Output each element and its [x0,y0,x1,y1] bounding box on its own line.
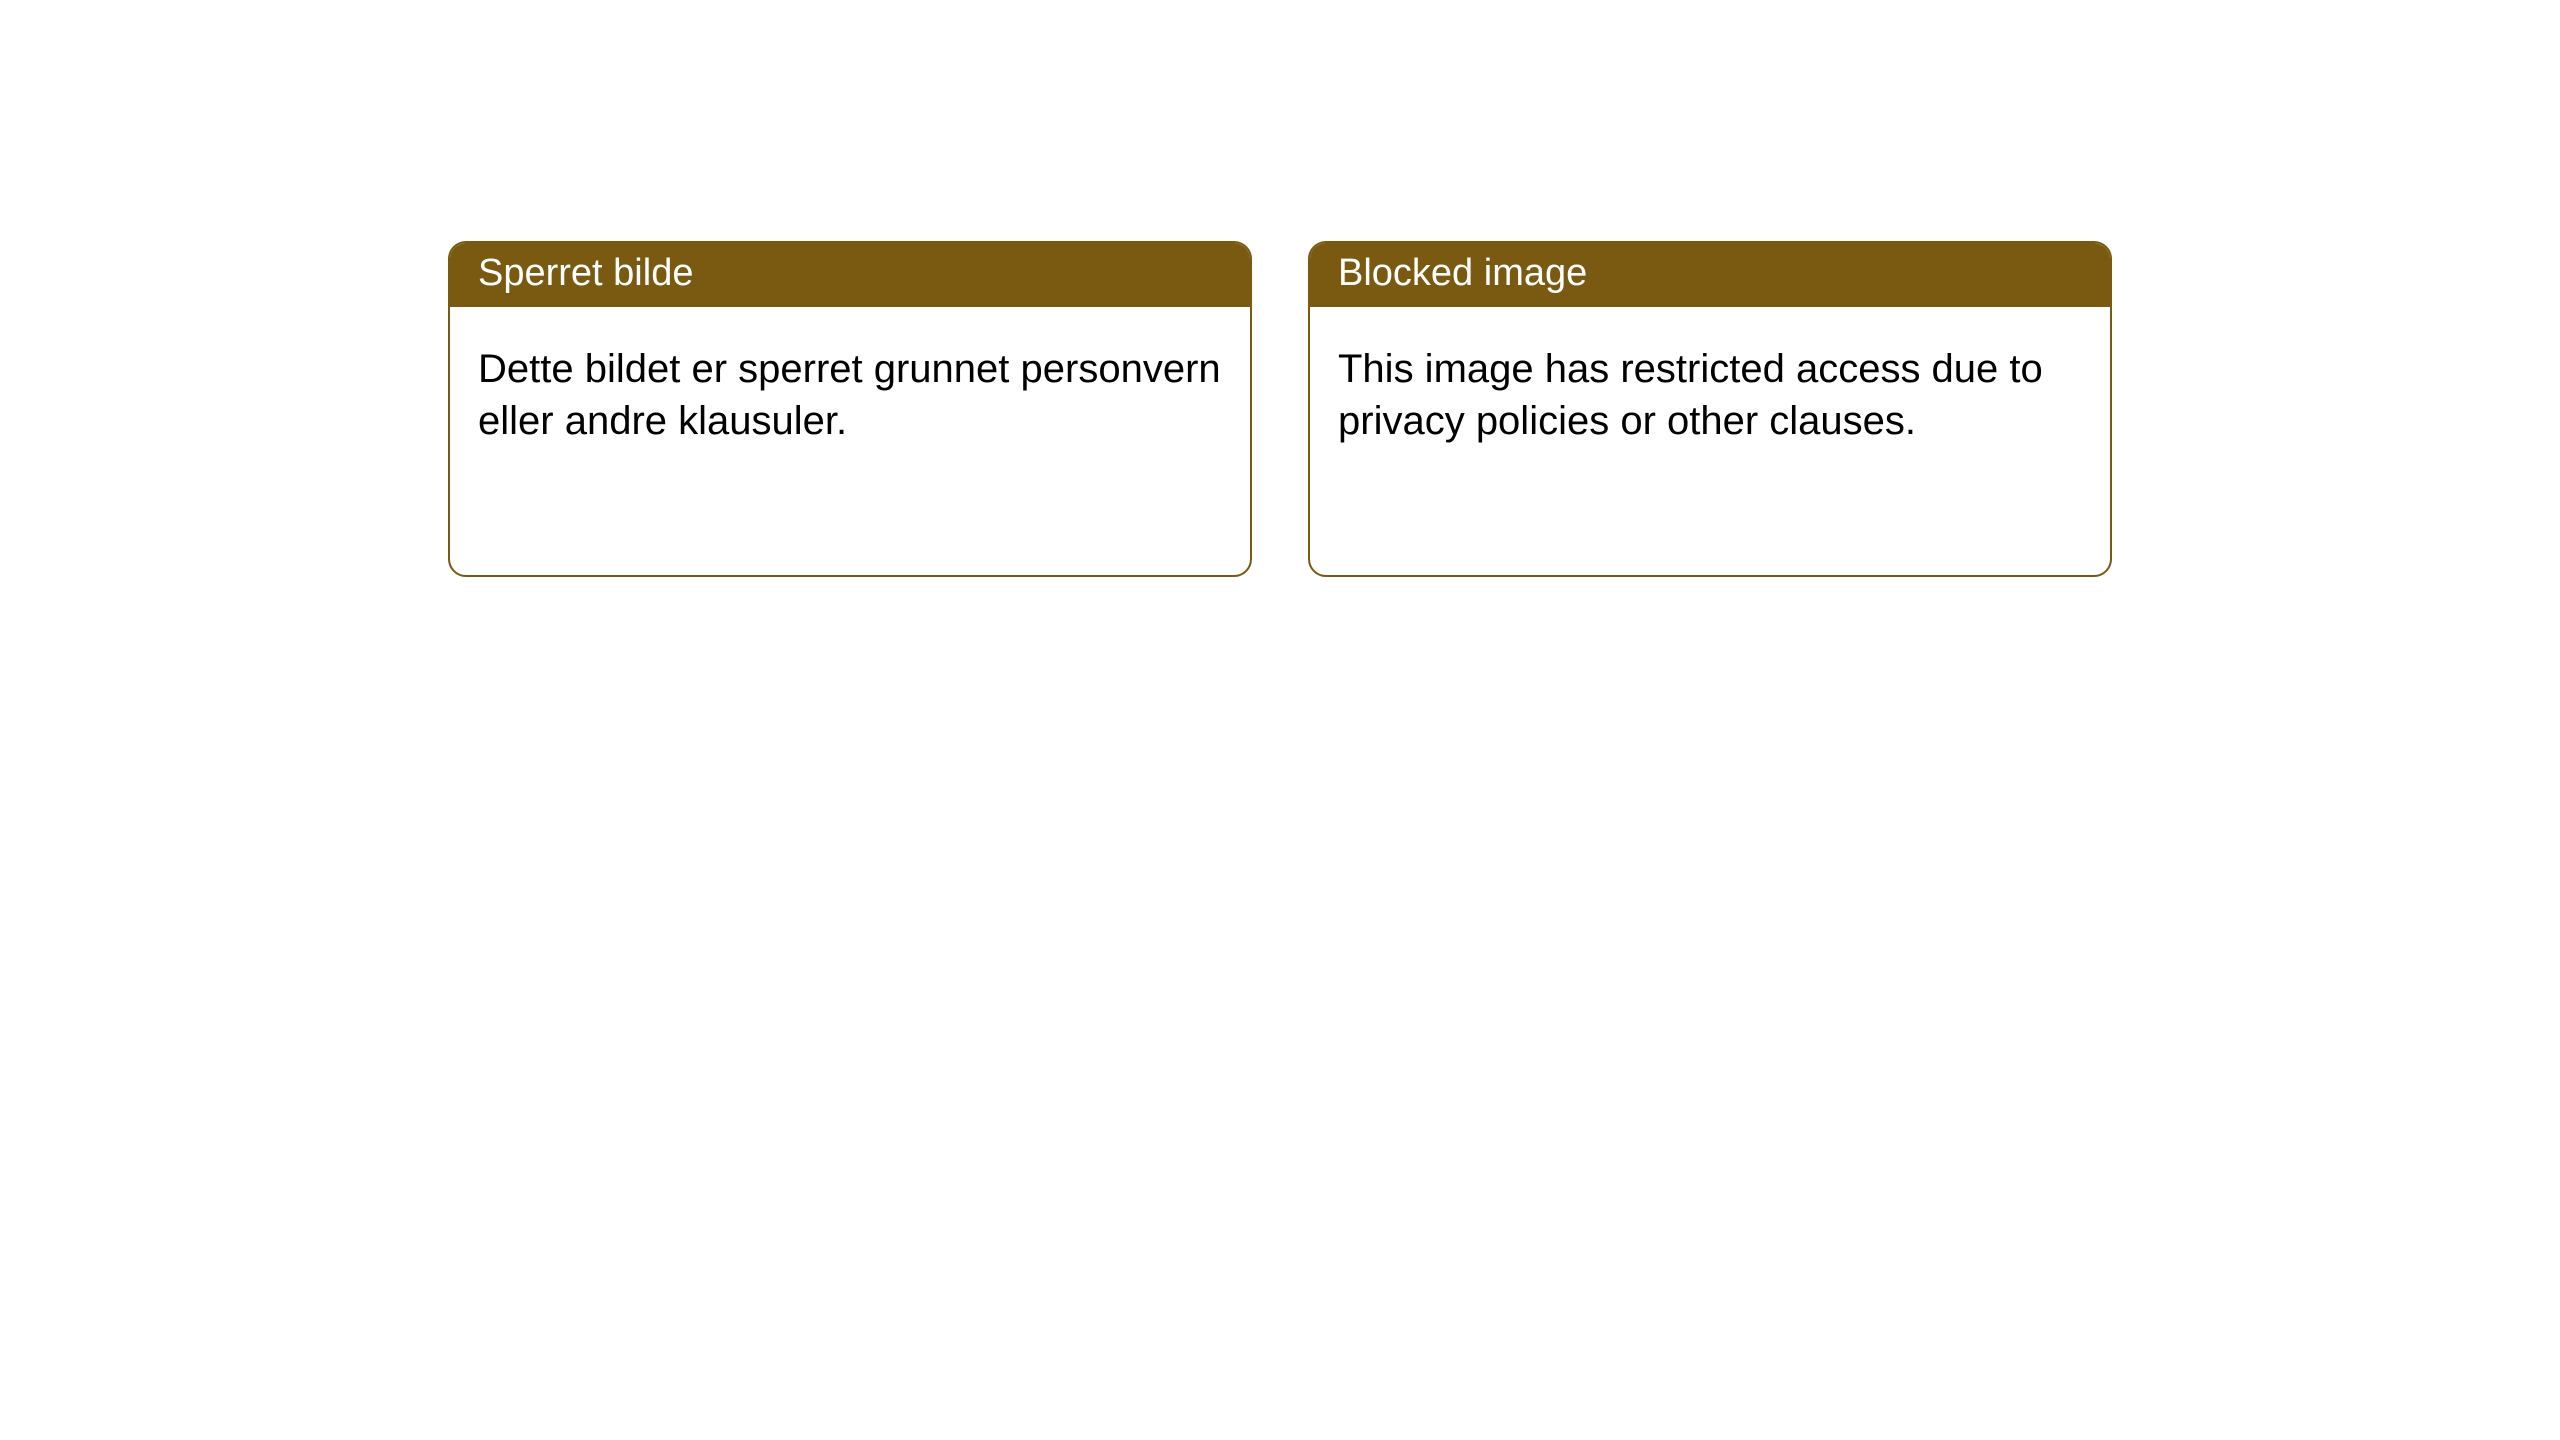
card-title: Blocked image [1338,252,1587,294]
card-header: Blocked image [1310,243,2110,307]
card-body: This image has restricted access due to … [1310,307,2110,475]
notice-container: Sperret bilde Dette bildet er sperret gr… [0,0,2560,577]
card-body: Dette bildet er sperret grunnet personve… [450,307,1250,475]
card-title: Sperret bilde [478,252,693,294]
card-header: Sperret bilde [450,243,1250,307]
card-body-text: This image has restricted access due to … [1338,347,2043,443]
card-body-text: Dette bildet er sperret grunnet personve… [478,347,1221,443]
notice-card-english: Blocked image This image has restricted … [1308,241,2112,577]
notice-card-norwegian: Sperret bilde Dette bildet er sperret gr… [448,241,1252,577]
